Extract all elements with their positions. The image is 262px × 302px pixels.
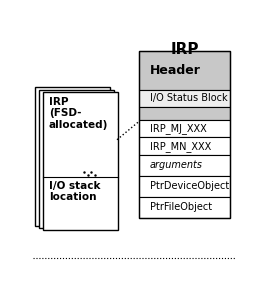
Text: IRP_MN_XXX: IRP_MN_XXX (150, 141, 211, 152)
Bar (35, 87, 110, 226)
Text: I/O stack
location: I/O stack location (49, 181, 101, 202)
Text: Header: Header (150, 64, 200, 77)
Bar (139, 107, 230, 120)
Bar (139, 155, 230, 176)
Bar (43, 92, 118, 230)
Bar (139, 90, 230, 107)
Text: arguments: arguments (150, 160, 203, 170)
Text: IRP_MJ_XXX: IRP_MJ_XXX (150, 123, 206, 134)
Bar (139, 176, 230, 197)
Bar (39, 90, 114, 228)
Bar (139, 137, 230, 155)
Text: IRP
(FSD-
allocated): IRP (FSD- allocated) (49, 97, 108, 130)
Bar (139, 51, 230, 90)
Text: I/O Status Block: I/O Status Block (150, 93, 227, 104)
Bar (139, 120, 230, 137)
Bar (139, 197, 230, 218)
Text: PtrDeviceObject: PtrDeviceObject (150, 181, 229, 191)
Text: IRP: IRP (170, 42, 199, 57)
Text: PtrFileObject: PtrFileObject (150, 202, 212, 212)
Bar (139, 51, 230, 218)
